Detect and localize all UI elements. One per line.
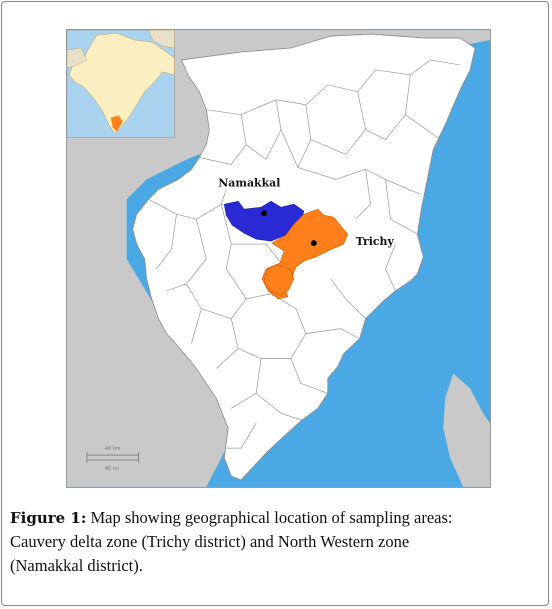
namakkal-marker [261,210,268,217]
figure-caption: Figure 1: Map showing geographical locat… [10,506,544,578]
caption-line-2: Cauvery delta zone (Trichy district) and… [10,532,410,551]
scale-bar: 40 km 40 mi [86,446,140,472]
scale-mi: 40 mi [105,466,119,472]
district-borders [148,59,461,449]
figure-label: Figure 1: [10,509,87,527]
trichy-district-south [263,264,295,296]
scale-km: 40 km [105,446,121,452]
tamil-nadu-map: Namakkal Trichy 40 km 40 mi [66,29,491,488]
neighbor-land-west [67,30,366,487]
namakkal-label: Namakkal [218,176,280,189]
tamil-nadu-highlight [110,115,123,132]
trichy-marker [310,240,317,247]
caption-line-1: Map showing geographical location of sam… [90,508,453,527]
sri-lanka [443,373,490,487]
india-inset-map [67,30,175,138]
caption-line-3: (Namakkal district). [10,556,143,575]
trichy-label: Trichy [356,235,395,248]
